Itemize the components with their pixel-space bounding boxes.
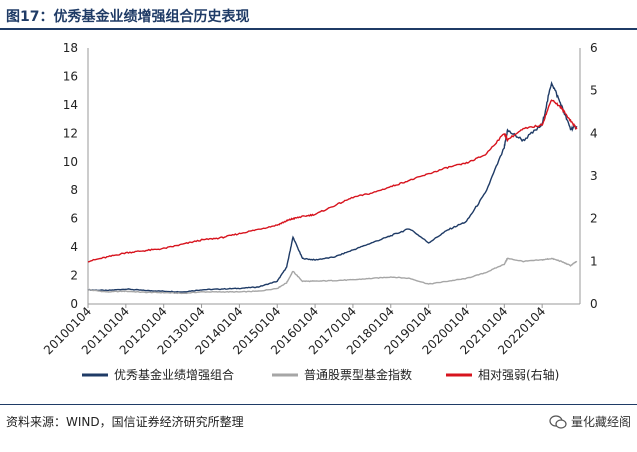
line-chart: 0246810121416180123456201001042011010420… [41, 41, 598, 382]
y-left-tick-label: 10 [63, 155, 78, 169]
legend-label: 相对强弱(右轴) [478, 367, 559, 382]
y-left-tick-label: 16 [63, 69, 78, 83]
y-right-tick-label: 0 [590, 297, 598, 311]
y-left-tick-label: 8 [70, 183, 78, 197]
title-rule [0, 28, 637, 30]
y-left-tick-label: 18 [63, 41, 78, 55]
series-line-2 [87, 257, 578, 295]
y-right-tick-label: 5 [590, 84, 598, 98]
watermark: 量化藏经阁 [549, 413, 631, 430]
y-right-tick-label: 2 [590, 212, 598, 226]
y-right-tick-label: 6 [590, 41, 598, 55]
legend-label: 普通股票型基金指数 [304, 367, 412, 382]
y-right-tick-label: 3 [590, 169, 598, 183]
y-left-tick-label: 14 [63, 98, 78, 112]
y-left-tick-label: 2 [70, 269, 78, 283]
legend-label: 优秀基金业绩增强组合 [114, 367, 234, 382]
series-line-3 [87, 99, 578, 263]
source-note: 资料来源：WIND，国信证券经济研究所整理 [6, 415, 244, 429]
chart-series [87, 80, 578, 295]
series-line-1 [87, 80, 578, 293]
y-right-tick-label: 1 [590, 254, 598, 268]
y-right-tick-label: 4 [590, 126, 598, 140]
chart-legend: 优秀基金业绩增强组合 普通股票型基金指数 相对强弱(右轴) [82, 367, 559, 382]
y-left-tick-label: 0 [70, 297, 78, 311]
wechat-icon [549, 414, 567, 429]
chart-axes: 0246810121416180123456201001042011010420… [41, 41, 598, 357]
y-left-tick-label: 6 [70, 212, 78, 226]
y-left-tick-label: 4 [70, 240, 78, 254]
figure-title: 图17：优秀基金业绩增强组合历史表现 [6, 9, 250, 25]
watermark-text: 量化藏经阁 [570, 415, 631, 429]
footer-rule [0, 404, 637, 405]
y-left-tick-label: 12 [63, 126, 78, 140]
